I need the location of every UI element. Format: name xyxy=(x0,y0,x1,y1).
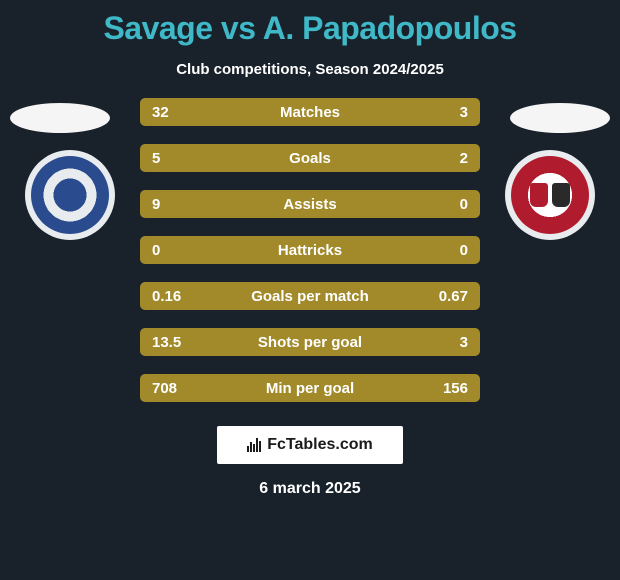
stat-label: Goals per match xyxy=(140,288,480,305)
flag-right xyxy=(510,103,610,133)
stat-label: Hattricks xyxy=(140,242,480,259)
stat-right-value: 3 xyxy=(460,104,468,121)
stat-label: Shots per goal xyxy=(140,334,480,351)
stat-left-value: 9 xyxy=(152,196,160,213)
stat-bar: 5Goals2 xyxy=(140,144,480,172)
stat-label: Matches xyxy=(140,104,480,121)
stat-left-value: 5 xyxy=(152,150,160,167)
stat-bar: 0.16Goals per match0.67 xyxy=(140,282,480,310)
stat-left-value: 0 xyxy=(152,242,160,259)
stat-right-value: 0 xyxy=(460,242,468,259)
stat-label: Goals xyxy=(140,150,480,167)
footer-date: 6 march 2025 xyxy=(259,480,360,498)
club-crest-right-inner xyxy=(511,156,589,234)
comparison-region: 32Matches35Goals29Assists00Hattricks00.1… xyxy=(0,98,620,402)
stat-label: Min per goal xyxy=(140,380,480,397)
club-crest-left-inner xyxy=(31,156,109,234)
stat-left-value: 0.16 xyxy=(152,288,181,305)
stat-label: Assists xyxy=(140,196,480,213)
stat-bar: 0Hattricks0 xyxy=(140,236,480,264)
page-title: Savage vs A. Papadopoulos xyxy=(0,0,620,47)
watermark-icon xyxy=(247,438,261,452)
stat-right-value: 3 xyxy=(460,334,468,351)
stat-bar: 9Assists0 xyxy=(140,190,480,218)
watermark-text: FcTables.com xyxy=(267,436,373,454)
stat-right-value: 0.67 xyxy=(439,288,468,305)
watermark-badge: FcTables.com xyxy=(217,426,403,464)
stat-bar: 708Min per goal156 xyxy=(140,374,480,402)
club-crest-right xyxy=(505,150,595,240)
club-crest-left xyxy=(25,150,115,240)
stat-right-value: 2 xyxy=(460,150,468,167)
stat-bar: 32Matches3 xyxy=(140,98,480,126)
stat-bar: 13.5Shots per goal3 xyxy=(140,328,480,356)
stat-left-value: 32 xyxy=(152,104,169,121)
page-subtitle: Club competitions, Season 2024/2025 xyxy=(0,61,620,78)
stat-left-value: 13.5 xyxy=(152,334,181,351)
stat-right-value: 156 xyxy=(443,380,468,397)
stat-right-value: 0 xyxy=(460,196,468,213)
stat-bars: 32Matches35Goals29Assists00Hattricks00.1… xyxy=(140,98,480,402)
flag-left xyxy=(10,103,110,133)
stat-left-value: 708 xyxy=(152,380,177,397)
footer: FcTables.com 6 march 2025 xyxy=(0,426,620,498)
